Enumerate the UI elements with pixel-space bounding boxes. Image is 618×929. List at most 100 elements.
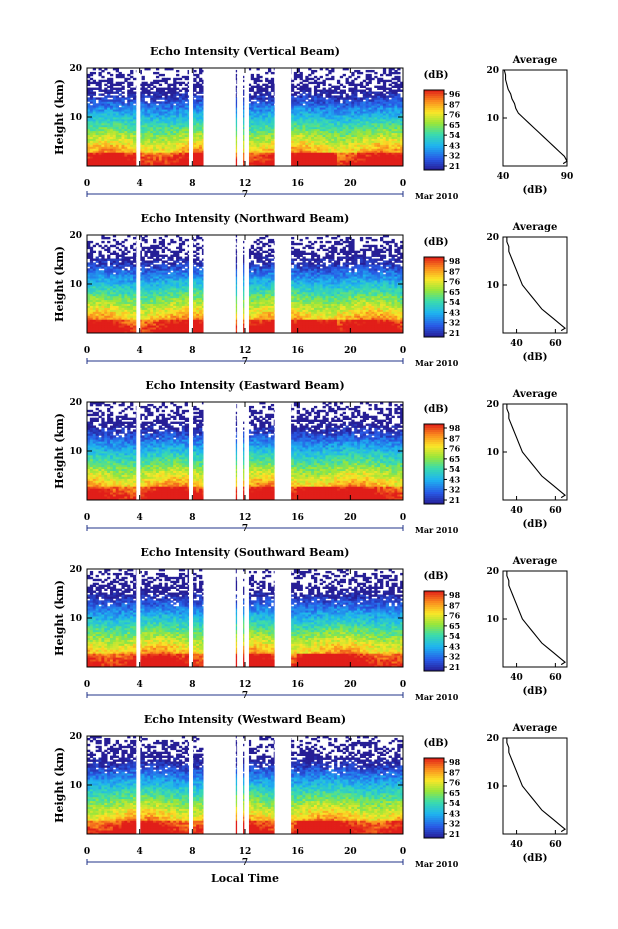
average-y-tick-label: 20 (486, 66, 499, 76)
data-gap (237, 402, 244, 500)
colorbar-tick-label: 87 (449, 767, 460, 777)
x-tick-label: 4 (137, 680, 143, 690)
data-gap (244, 736, 249, 834)
average-frame (502, 737, 568, 835)
colorbar-tick-label: 98 (449, 757, 461, 767)
x-tick-label: 12 (239, 346, 252, 356)
colorbar-tick-label: 98 (449, 590, 461, 600)
colorbar-unit: (dB) (424, 404, 449, 415)
y-tick-label: 20 (69, 565, 82, 575)
average-line (506, 237, 567, 332)
x-tick-label: 0 (400, 346, 406, 356)
x-tick-label: 0 (84, 847, 90, 857)
average-y-tick-label: 20 (486, 233, 499, 243)
y-tick-label: 10 (69, 113, 82, 123)
average-y-tick-label: 10 (486, 615, 499, 625)
x-tick-label: 0 (400, 513, 406, 523)
colorbar-tick-label: 54 (449, 130, 461, 140)
data-gap (274, 402, 292, 500)
data-gap (274, 569, 292, 667)
panel-4: Echo Intensity (Southward Beam)1020Heigh… (53, 546, 568, 702)
x-tick-label: 4 (137, 179, 143, 189)
colorbar-tick-label: 43 (449, 641, 461, 651)
data-gap (203, 235, 236, 333)
y-axis-label: Height (km) (53, 747, 66, 823)
data-gap (203, 569, 236, 667)
average-title: Average (512, 556, 558, 567)
x-tick-label: 16 (291, 179, 304, 189)
average-frame (502, 570, 568, 668)
x-tick-label: 20 (344, 179, 357, 189)
data-gap (136, 569, 141, 667)
x-tick-label: 12 (239, 680, 252, 690)
average-x-tick-label: 40 (510, 840, 523, 850)
colorbar-tick-label: 54 (449, 798, 461, 808)
average-x-label: (dB) (523, 853, 548, 864)
date-tick-label: 7 (242, 524, 248, 534)
average-profile: Average 10 20 40 90 (dB) (486, 55, 573, 196)
date-label: Mar 2010 (415, 358, 459, 368)
x-tick-label: 0 (84, 513, 90, 523)
data-gap (136, 235, 141, 333)
x-tick-label: 16 (291, 847, 304, 857)
average-profile: Average 10 20 40 60(dB) (486, 389, 568, 530)
average-title: Average (512, 222, 558, 233)
x-tick-label: 0 (400, 179, 406, 189)
panel-title: Echo Intensity (Vertical Beam) (150, 45, 340, 58)
data-gap (244, 68, 249, 166)
average-title: Average (512, 55, 558, 66)
x-tick-label: 8 (189, 179, 195, 189)
x-tick-label: 0 (400, 680, 406, 690)
colorbar-unit: (dB) (424, 571, 449, 582)
x-tick-label: 0 (400, 847, 406, 857)
y-axis-label: Height (km) (53, 413, 66, 489)
average-y-tick-label: 10 (486, 782, 499, 792)
average-frame (502, 69, 568, 167)
data-gap (189, 68, 193, 166)
average-line (503, 69, 568, 165)
y-tick-label: 10 (69, 447, 82, 457)
colorbar-frame (423, 89, 445, 171)
data-gap (136, 736, 141, 834)
x-tick-label: 4 (137, 346, 143, 356)
average-y-tick-label: 20 (486, 400, 499, 410)
y-tick-label: 20 (69, 64, 82, 74)
panel-3: Echo Intensity (Eastward Beam)1020Height… (53, 379, 568, 535)
colorbar-tick-label: 76 (449, 611, 461, 621)
colorbar-tick-label: 65 (449, 621, 460, 631)
panel-2: Echo Intensity (Northward Beam)1020Heigh… (53, 212, 568, 368)
y-tick-label: 20 (69, 398, 82, 408)
data-gap (237, 736, 244, 834)
average-x-tick-label: 40 (510, 506, 523, 516)
date-label: Mar 2010 (415, 525, 459, 535)
data-gap (237, 235, 244, 333)
colorbar-tick-label: 43 (449, 808, 461, 818)
x-tick-label: 0 (84, 680, 90, 690)
data-gap (136, 68, 141, 166)
data-gap (244, 402, 249, 500)
date-tick-label: 7 (242, 357, 248, 367)
colorbar-tick-label: 32 (449, 652, 460, 662)
panel-title: Echo Intensity (Eastward Beam) (145, 379, 344, 392)
x-tick-label: 16 (291, 513, 304, 523)
colorbar-tick-label: 76 (449, 277, 461, 287)
colorbar-tick-label: 21 (449, 495, 460, 505)
average-x-tick-label: 40 (497, 172, 510, 182)
colorbar-tick-label: 21 (449, 161, 460, 171)
y-axis-label: Height (km) (53, 580, 66, 656)
x-tick-label: 0 (84, 179, 90, 189)
data-gap (274, 736, 292, 834)
colorbar-tick-label: 21 (449, 829, 460, 839)
panel-title: Echo Intensity (Northward Beam) (141, 212, 350, 225)
colorbar-tick-label: 76 (449, 778, 461, 788)
data-gap (274, 68, 292, 166)
x-tick-label: 20 (344, 847, 357, 857)
average-profile: Average 10 20 40 60(dB) (486, 556, 568, 697)
average-profile: Average 10 20 40 60(dB) (486, 723, 568, 864)
colorbar-tick-label: 54 (449, 297, 461, 307)
y-tick-label: 10 (69, 280, 82, 290)
colorbar-tick-label: 96 (449, 89, 461, 99)
data-gap (136, 402, 141, 500)
colorbar-tick-label: 87 (449, 99, 460, 109)
